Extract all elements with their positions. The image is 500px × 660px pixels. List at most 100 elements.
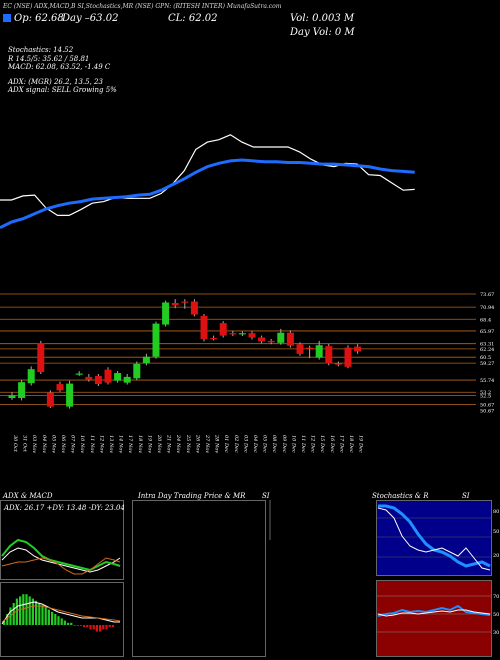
macd-hist-bar: [12, 603, 15, 625]
macd-hist-bar: [105, 625, 108, 630]
candle-body: [8, 395, 16, 398]
candle-body: [162, 302, 170, 325]
x-tick-label: 04 Nov: [41, 435, 47, 453]
x-tick-label: 31 Oct: [22, 435, 28, 453]
candle-body: [123, 376, 131, 383]
y-tick-label: 50.67: [480, 408, 494, 414]
adx-macd-panel: ADX: 26.17 +DY: 13.48 -DY: 23.04: [0, 500, 124, 657]
y-tick-label: 62.24: [480, 347, 494, 353]
candle-body: [46, 392, 54, 407]
candle-body: [296, 344, 304, 354]
stochastics-si-label: SI: [462, 492, 470, 500]
candle-body: [114, 373, 122, 381]
header-line: EC (NSE) ADX,MACD,B SI,Stochastics,MR (N…: [3, 3, 282, 10]
candle-body: [325, 346, 333, 364]
mrsi-line: [377, 609, 491, 617]
y-tick-label: 55.74: [480, 378, 494, 384]
candle-body: [85, 376, 93, 380]
volume-label: Vol: 0.003 M: [290, 13, 355, 24]
x-tick-label: 03 Dec: [242, 435, 248, 453]
macd-hist-bar: [86, 625, 89, 628]
x-tick-label: 12 Dec: [310, 435, 316, 453]
x-tick-label: 12 Nov: [98, 435, 104, 453]
x-tick-label: 06 Nov: [60, 435, 66, 453]
macd-hist-bar: [41, 605, 44, 625]
r-text: R 14.5/5: 35.62 / 58.81: [8, 55, 90, 63]
candle-body: [94, 375, 102, 385]
stoch-d-line: [377, 507, 491, 571]
macd-hist-bar: [28, 596, 31, 625]
macd-hist-bar: [92, 625, 95, 630]
macd-hist-bar: [70, 622, 73, 625]
candle-body: [229, 333, 237, 335]
y-tick-label: 73.67: [480, 292, 494, 298]
candle-body: [258, 337, 266, 342]
adx-line: [1, 547, 121, 573]
intraday-panel-title: Intra Day Trading Price & MR: [138, 492, 246, 500]
x-tick-label: 17 Nov: [127, 435, 133, 453]
candle-body: [267, 340, 275, 343]
candle-body: [200, 315, 208, 339]
macd-hist-bar: [99, 625, 102, 632]
stoch-tick-20: 20: [493, 553, 499, 559]
macd-hist-bar: [76, 625, 79, 626]
macd-signal-line: [1, 605, 121, 623]
macd-text: MACD: 62.08, 63.52, -1.49 C: [8, 63, 111, 71]
candle-body: [56, 384, 64, 391]
x-tick-label: 28 Nov: [214, 434, 220, 453]
close-label: CL: 62.02: [168, 13, 218, 24]
y-tick-label: 65.97: [480, 329, 494, 335]
candle-body: [286, 332, 294, 346]
y-tick-label: 52.5: [480, 394, 491, 400]
x-tick-label: 03 Nov: [31, 435, 37, 453]
x-tick-label: 26 Nov: [194, 434, 200, 453]
stochastics-text: Stochastics: 14.52: [8, 46, 74, 54]
x-tick-label: 16 Dec: [329, 435, 335, 453]
x-tick-label: 19 Nov: [146, 435, 152, 453]
x-tick-label: 05 Dec: [262, 435, 268, 453]
x-tick-label: 30 Oct: [12, 435, 18, 453]
y-tick-label: 68.4: [480, 317, 491, 323]
candle-body: [27, 369, 35, 384]
candle-body: [171, 302, 179, 306]
macd-hist-bar: [25, 594, 28, 625]
intraday-panel: [132, 500, 266, 657]
x-tick-label: 19 Dec: [358, 435, 364, 453]
candle-body: [277, 332, 285, 343]
macd-hist-bar: [57, 616, 60, 625]
candle-body: [210, 338, 218, 340]
candle-body: [248, 333, 256, 338]
candle-body: [142, 356, 150, 364]
y-tick-label: 60.5: [480, 355, 491, 361]
x-tick-label: 10 Dec: [290, 435, 296, 453]
candle-body: [133, 363, 141, 379]
macd-hist-bar: [35, 600, 38, 625]
adx-text: ADX: (MGR) 26.2, 13.5, 23: [8, 78, 103, 86]
x-tick-label: 15 Dec: [319, 435, 325, 453]
macd-hist-bar: [89, 625, 92, 630]
x-tick-label: 24 Nov: [175, 434, 181, 453]
macd-hist-bar: [79, 625, 82, 626]
macd-hist-bar: [22, 594, 25, 625]
candle-body: [66, 383, 74, 407]
candle-body: [190, 301, 198, 315]
macd-hist-bar: [108, 625, 111, 628]
macd-hist-bar: [63, 620, 66, 625]
adx-panel-title: ADX & MACD: [3, 492, 53, 500]
stoch-tick-50: 50: [493, 529, 499, 535]
x-tick-label: 11 Dec: [300, 435, 306, 453]
rsi-tick-50: 50: [493, 612, 499, 618]
candle-body: [37, 343, 45, 373]
day-volume-label: Day Vol: 0 M: [290, 27, 355, 38]
minus-di-line: [1, 557, 121, 575]
x-tick-label: 14 Nov: [118, 435, 124, 453]
rsi-tick-70: 70: [493, 594, 499, 600]
price-line: [0, 134, 415, 217]
y-tick-label: 70.94: [480, 305, 494, 311]
intraday-si-label: SI: [262, 492, 270, 500]
candle-body: [104, 369, 112, 383]
candle-body: [315, 345, 323, 358]
day-label: Day –63.02: [62, 13, 119, 24]
macd-hist-bar: [31, 598, 34, 625]
candle-body: [344, 347, 352, 367]
